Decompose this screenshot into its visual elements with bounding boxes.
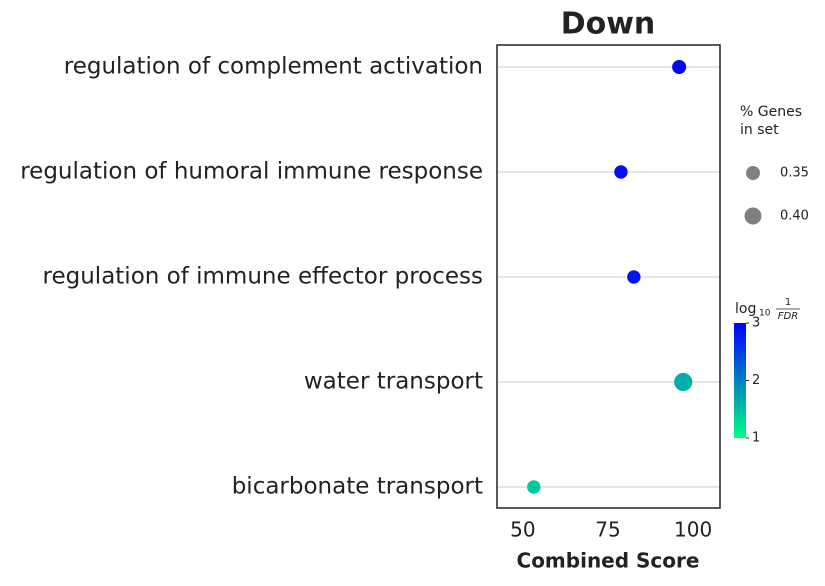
size-legend-title: % Genes — [740, 104, 802, 120]
size-legend-label: 0.40 — [780, 209, 809, 224]
dot — [527, 480, 541, 494]
size-legend-label: 0.35 — [780, 166, 809, 181]
y-tick-label: bicarbonate transport — [232, 474, 483, 500]
x-axis-label: Combined Score — [517, 549, 700, 573]
y-tick-label: regulation of immune effector process — [43, 264, 483, 290]
dot — [672, 60, 687, 74]
colorbar-title: FDR — [778, 311, 798, 322]
dot — [627, 270, 641, 284]
size-legend-dot — [746, 166, 760, 180]
dot — [614, 165, 628, 179]
plot-frame — [496, 44, 721, 509]
y-tick-label: regulation of complement activation — [64, 54, 483, 80]
y-tick-label: water transport — [304, 369, 483, 395]
size-legend-dot — [744, 207, 762, 225]
x-tick-label: 75 — [595, 518, 620, 542]
colorbar-title: 10 — [759, 309, 771, 319]
colorbar-tick-label: 2 — [752, 373, 760, 388]
y-tick-label: regulation of humoral immune response — [20, 159, 483, 185]
chart-title: Down — [561, 7, 656, 42]
colorbar-title: log — [735, 301, 756, 317]
x-tick-label: 50 — [510, 518, 535, 542]
x-tick-label: 100 — [674, 518, 712, 542]
size-legend-title: in set — [740, 122, 779, 138]
colorbar-tick-label: 3 — [752, 316, 760, 331]
colorbar-tick-label: 1 — [752, 431, 760, 446]
dot — [674, 372, 693, 392]
colorbar-title: 1 — [785, 297, 791, 308]
colorbar — [734, 323, 746, 438]
